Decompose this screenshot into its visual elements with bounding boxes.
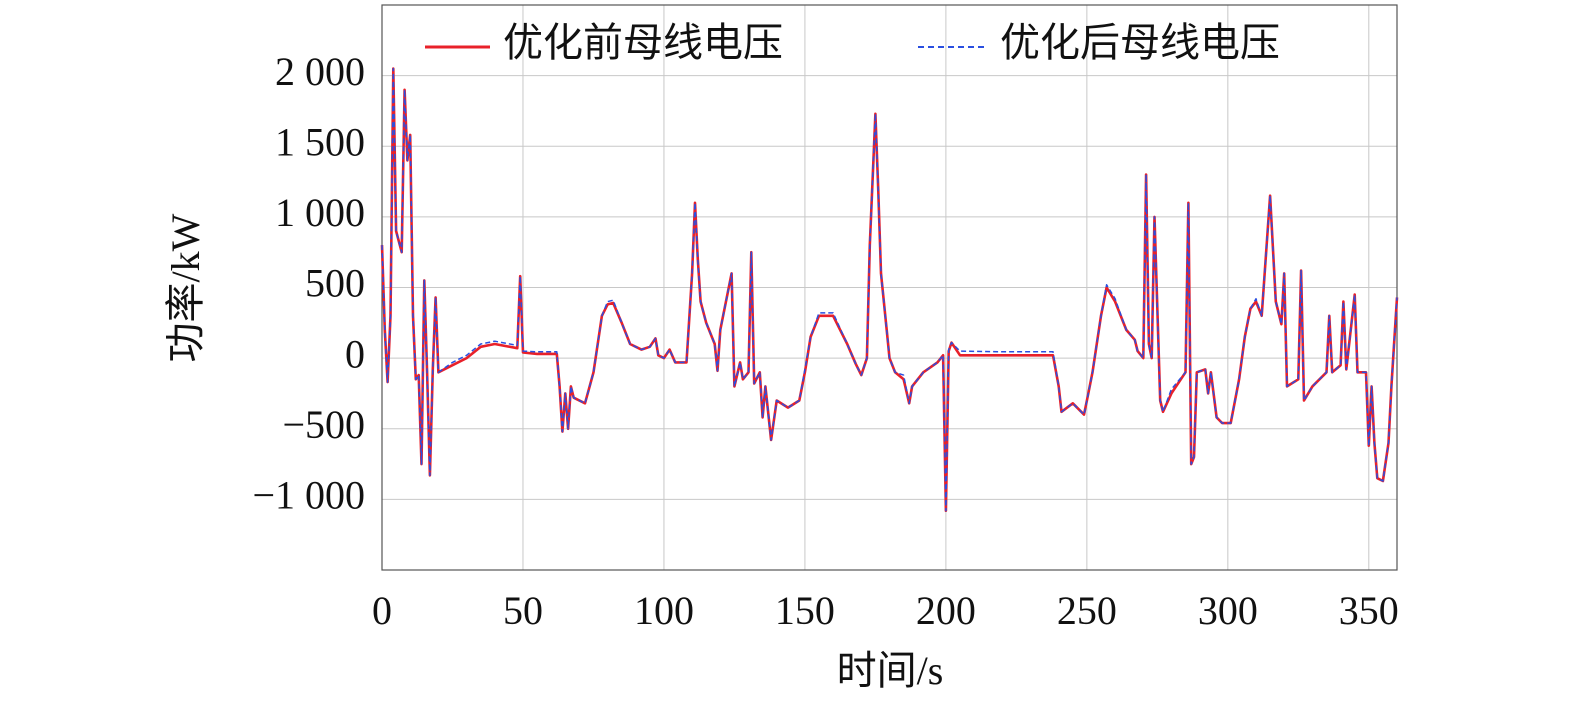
legend-label: 优化后母线电压	[1000, 20, 1280, 65]
y-tick-label: 1 000	[275, 190, 365, 235]
y-axis-label: 功率/kW	[163, 213, 208, 362]
x-tick-label: 150	[775, 588, 835, 633]
x-tick-label: 100	[634, 588, 694, 633]
x-tick-label: 300	[1198, 588, 1258, 633]
y-tick-label: −500	[282, 402, 365, 447]
x-axis-label: 时间/s	[837, 648, 944, 693]
x-tick-label: 200	[916, 588, 976, 633]
data-line	[380, 67, 1399, 512]
y-tick-label: −1 000	[252, 473, 365, 518]
y-tick-label: 1 500	[275, 119, 365, 164]
x-tick-label: 50	[503, 588, 543, 633]
y-tick-label: 2 000	[275, 49, 365, 94]
y-tick-label: 500	[305, 261, 365, 306]
y-tick-label: 0	[345, 331, 365, 376]
data-line	[381, 67, 1398, 512]
x-tick-label: 250	[1057, 588, 1117, 633]
x-tick-label: 350	[1339, 588, 1399, 633]
legend-label: 优化前母线电压	[503, 20, 783, 65]
plot-frame	[381, 4, 1398, 571]
x-tick-label: 0	[372, 588, 392, 633]
